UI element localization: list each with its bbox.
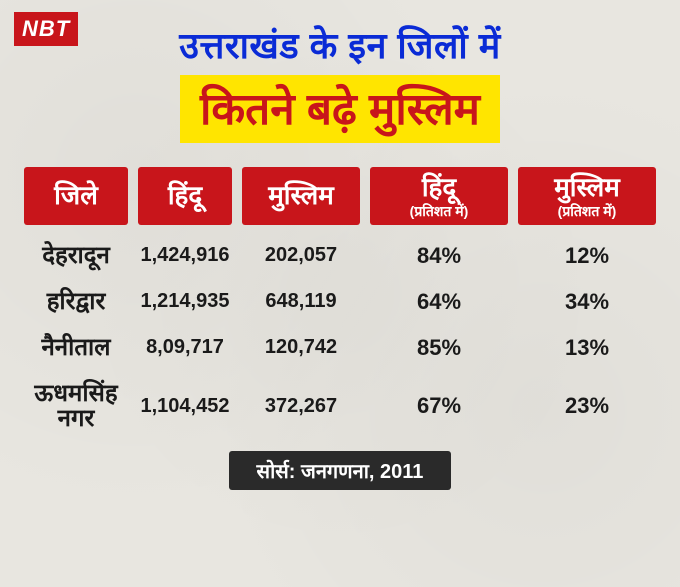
title-line-2: कितने बढ़े मुस्लिम [180, 75, 500, 143]
cell-muslim-pct: 34% [518, 289, 656, 315]
header-cell-muslim-pct: मुस्लिम (प्रतिशत में) [518, 167, 656, 225]
source-label: सोर्स: जनगणना, 2011 [229, 451, 452, 490]
cell-district: ऊधमसिंह नगर [24, 381, 128, 431]
cell-muslim-pct: 23% [518, 393, 656, 419]
header-cell-district: जिले [24, 167, 128, 225]
source-block: सोर्स: जनगणना, 2011 [0, 451, 680, 490]
table-row: हरिद्वार 1,214,935 648,119 64% 34% [20, 289, 660, 315]
title-line-1: उत्तराखंड के इन जिलों में [0, 20, 680, 69]
header-cell-hindu: हिंदू [138, 167, 232, 225]
cell-hindu-pct: 84% [370, 243, 508, 269]
cell-district: नैनीताल [24, 335, 128, 360]
cell-district: देहरादून [24, 243, 128, 268]
cell-district: हरिद्वार [24, 289, 128, 314]
table-body: देहरादून 1,424,916 202,057 84% 12% हरिद्… [20, 243, 660, 431]
logo-badge: NBT [14, 12, 78, 46]
table-row: ऊधमसिंह नगर 1,104,452 372,267 67% 23% [20, 381, 660, 431]
header-sublabel: (प्रतिशत में) [558, 203, 617, 219]
table-header-row: जिले हिंदू मुस्लिम हिंदू (प्रतिशत में) म… [20, 167, 660, 225]
header-label: हिंदू [422, 173, 456, 203]
header-cell-muslim: मुस्लिम [242, 167, 360, 225]
header-label: हिंदू [168, 181, 202, 211]
cell-hindu: 8,09,717 [138, 336, 232, 359]
cell-hindu-pct: 64% [370, 289, 508, 315]
table-row: देहरादून 1,424,916 202,057 84% 12% [20, 243, 660, 269]
header-sublabel: (प्रतिशत में) [410, 203, 469, 219]
data-table: जिले हिंदू मुस्लिम हिंदू (प्रतिशत में) म… [20, 167, 660, 431]
cell-muslim: 202,057 [242, 244, 360, 267]
cell-muslim: 372,267 [242, 395, 360, 418]
header-cell-hindu-pct: हिंदू (प्रतिशत में) [370, 167, 508, 225]
title-block: उत्तराखंड के इन जिलों में कितने बढ़े मुस… [0, 0, 680, 143]
cell-muslim-pct: 13% [518, 335, 656, 361]
cell-muslim: 648,119 [242, 290, 360, 313]
header-label: मुस्लिम [554, 173, 620, 203]
header-label: जिले [54, 181, 98, 211]
cell-hindu-pct: 67% [370, 393, 508, 419]
cell-hindu-pct: 85% [370, 335, 508, 361]
cell-hindu: 1,104,452 [138, 395, 232, 418]
cell-hindu: 1,424,916 [138, 244, 232, 267]
cell-muslim-pct: 12% [518, 243, 656, 269]
cell-muslim: 120,742 [242, 336, 360, 359]
table-row: नैनीताल 8,09,717 120,742 85% 13% [20, 335, 660, 361]
cell-hindu: 1,214,935 [138, 290, 232, 313]
header-label: मुस्लिम [268, 181, 334, 211]
